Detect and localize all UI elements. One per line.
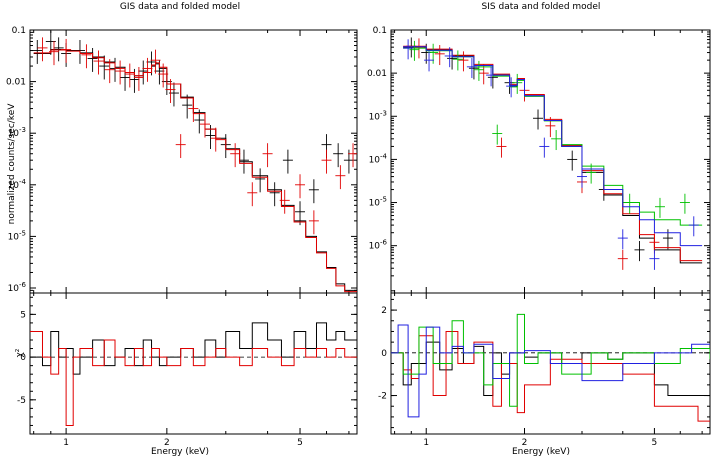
y-tick-label: 0.1 bbox=[12, 26, 26, 36]
plot-data bbox=[30, 322, 357, 426]
gis-residual-y-label: χ² bbox=[15, 348, 25, 357]
plot-frame bbox=[29, 292, 358, 435]
x-tick-label: 1 bbox=[423, 438, 429, 448]
model-step-line bbox=[403, 46, 703, 264]
plot-data bbox=[403, 37, 703, 270]
y-tick-label: 10-6 bbox=[8, 281, 27, 294]
y-tick-label: 0.01 bbox=[6, 78, 26, 88]
gis-title: GIS data and folded model bbox=[120, 2, 240, 12]
y-tick-label: 5 bbox=[20, 310, 26, 320]
y-tick-label: 0.01 bbox=[367, 69, 387, 79]
x-tick-label: 5 bbox=[652, 438, 658, 448]
y-tick-label: 2 bbox=[381, 306, 387, 316]
x-tick-label: 1 bbox=[63, 438, 69, 448]
plot-frame bbox=[29, 29, 358, 294]
y-tick-label: 10-5 bbox=[8, 229, 26, 242]
y-tick-label: 10-3 bbox=[369, 109, 387, 122]
gis-spectrum-panel: GIS data and folded model normalized cou… bbox=[6, 2, 358, 294]
sis-spectrum-panel: SIS data and folded model 0.1 0.01 10-3 10-… bbox=[367, 2, 711, 294]
x-tick-label: 5 bbox=[297, 438, 303, 448]
residual-step-line bbox=[391, 324, 710, 418]
sis-title: SIS data and folded model bbox=[482, 2, 601, 12]
y-tick-label: -5 bbox=[17, 396, 26, 406]
residual-step-line bbox=[391, 330, 710, 422]
plot-frame bbox=[390, 29, 711, 294]
model-step-line bbox=[403, 47, 703, 226]
model-step-line bbox=[403, 45, 703, 262]
sis-x-axis-label: Energy (keV) bbox=[512, 447, 570, 457]
model-step-line bbox=[403, 46, 703, 247]
y-tick-label: 0 bbox=[381, 349, 387, 359]
residual-step-line bbox=[391, 313, 710, 407]
gis-y-axis-label: normalized counts/sec/keV bbox=[7, 103, 17, 225]
y-tick-label: 10-5 bbox=[369, 196, 387, 209]
y-tick-label: 0 bbox=[20, 353, 26, 363]
model-step-line bbox=[33, 48, 357, 291]
residual-step-line bbox=[30, 322, 357, 375]
gis-residual-panel: Energy (keV) χ² 1 2 5 5 0 -5 bbox=[15, 292, 358, 457]
residual-step-line bbox=[30, 330, 357, 426]
y-tick-label: 10-4 bbox=[8, 178, 27, 191]
sis-residual-panel: Energy (keV) 1 2 5 2 0 -2 bbox=[378, 292, 711, 457]
x-tick-label: 2 bbox=[522, 438, 528, 448]
model-step-line bbox=[33, 49, 357, 293]
y-tick-label: -2 bbox=[378, 392, 387, 402]
plot-data bbox=[32, 30, 357, 293]
y-tick-label: 10-3 bbox=[8, 126, 26, 139]
plot-data bbox=[391, 313, 710, 422]
x-tick-label: 2 bbox=[164, 438, 170, 448]
y-tick-label: 10-4 bbox=[369, 152, 388, 165]
y-tick-label: 10-6 bbox=[369, 239, 388, 252]
gis-x-axis-label: Energy (keV) bbox=[151, 447, 209, 457]
y-tick-label: 0.1 bbox=[373, 26, 387, 36]
